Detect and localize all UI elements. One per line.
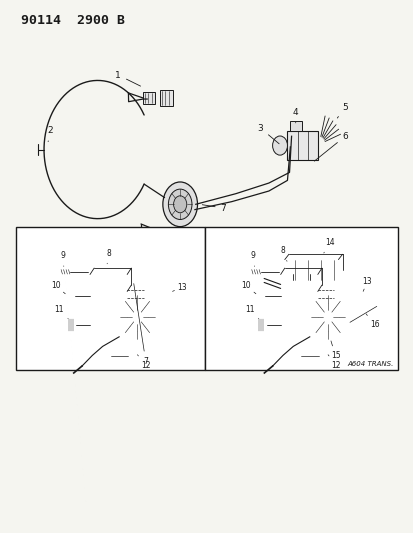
Text: 12: 12 bbox=[328, 355, 340, 370]
Text: 12: 12 bbox=[137, 355, 150, 370]
Text: 4: 4 bbox=[292, 108, 298, 123]
Bar bbox=[17, 227, 204, 370]
Circle shape bbox=[310, 295, 344, 339]
Circle shape bbox=[318, 350, 328, 362]
Text: 13: 13 bbox=[172, 282, 186, 292]
Circle shape bbox=[66, 319, 76, 332]
Text: 5: 5 bbox=[337, 102, 347, 118]
Circle shape bbox=[69, 322, 74, 328]
Text: 2: 2 bbox=[47, 126, 53, 142]
Circle shape bbox=[113, 286, 161, 348]
Text: 7: 7 bbox=[202, 204, 226, 213]
Circle shape bbox=[325, 335, 333, 345]
Bar bbox=[67, 292, 75, 302]
Circle shape bbox=[127, 303, 147, 330]
Text: 3: 3 bbox=[257, 124, 278, 144]
Circle shape bbox=[252, 266, 260, 277]
Circle shape bbox=[168, 189, 192, 220]
Bar bbox=[90, 274, 127, 314]
Bar bbox=[143, 92, 154, 104]
Text: A604 TRANS.: A604 TRANS. bbox=[346, 361, 392, 367]
Circle shape bbox=[120, 295, 154, 339]
Circle shape bbox=[259, 322, 264, 328]
Text: 14: 14 bbox=[323, 238, 335, 253]
Text: 16: 16 bbox=[365, 314, 379, 329]
Text: 13: 13 bbox=[362, 277, 371, 292]
Text: 9: 9 bbox=[250, 252, 255, 266]
Circle shape bbox=[173, 196, 186, 213]
Circle shape bbox=[256, 319, 266, 332]
Text: 11: 11 bbox=[54, 304, 68, 319]
Circle shape bbox=[131, 353, 135, 359]
Bar bbox=[257, 292, 265, 302]
Text: 8: 8 bbox=[106, 249, 111, 264]
Text: 10: 10 bbox=[51, 281, 65, 294]
Text: 11: 11 bbox=[244, 304, 258, 319]
Circle shape bbox=[62, 266, 70, 277]
Bar bbox=[284, 260, 337, 280]
Text: 8: 8 bbox=[280, 246, 286, 261]
Circle shape bbox=[321, 353, 326, 359]
Circle shape bbox=[304, 286, 351, 348]
Circle shape bbox=[128, 350, 138, 362]
Text: 7: 7 bbox=[133, 284, 148, 366]
Text: 1: 1 bbox=[115, 70, 140, 86]
Circle shape bbox=[162, 182, 197, 227]
Circle shape bbox=[322, 310, 332, 324]
Bar bbox=[352, 287, 360, 299]
Text: 90114  2900 B: 90114 2900 B bbox=[21, 14, 125, 27]
Circle shape bbox=[132, 310, 142, 324]
Bar bbox=[349, 312, 361, 322]
Circle shape bbox=[272, 136, 287, 155]
Bar bbox=[204, 227, 396, 370]
Circle shape bbox=[317, 303, 338, 330]
Bar bbox=[287, 131, 318, 160]
Bar bbox=[159, 90, 172, 106]
Text: 6: 6 bbox=[313, 132, 347, 161]
Text: 9: 9 bbox=[60, 252, 65, 266]
Text: 15: 15 bbox=[330, 341, 339, 360]
Text: 10: 10 bbox=[241, 281, 255, 294]
Bar bbox=[280, 274, 317, 314]
Bar bbox=[289, 122, 301, 131]
Bar bbox=[162, 287, 170, 299]
